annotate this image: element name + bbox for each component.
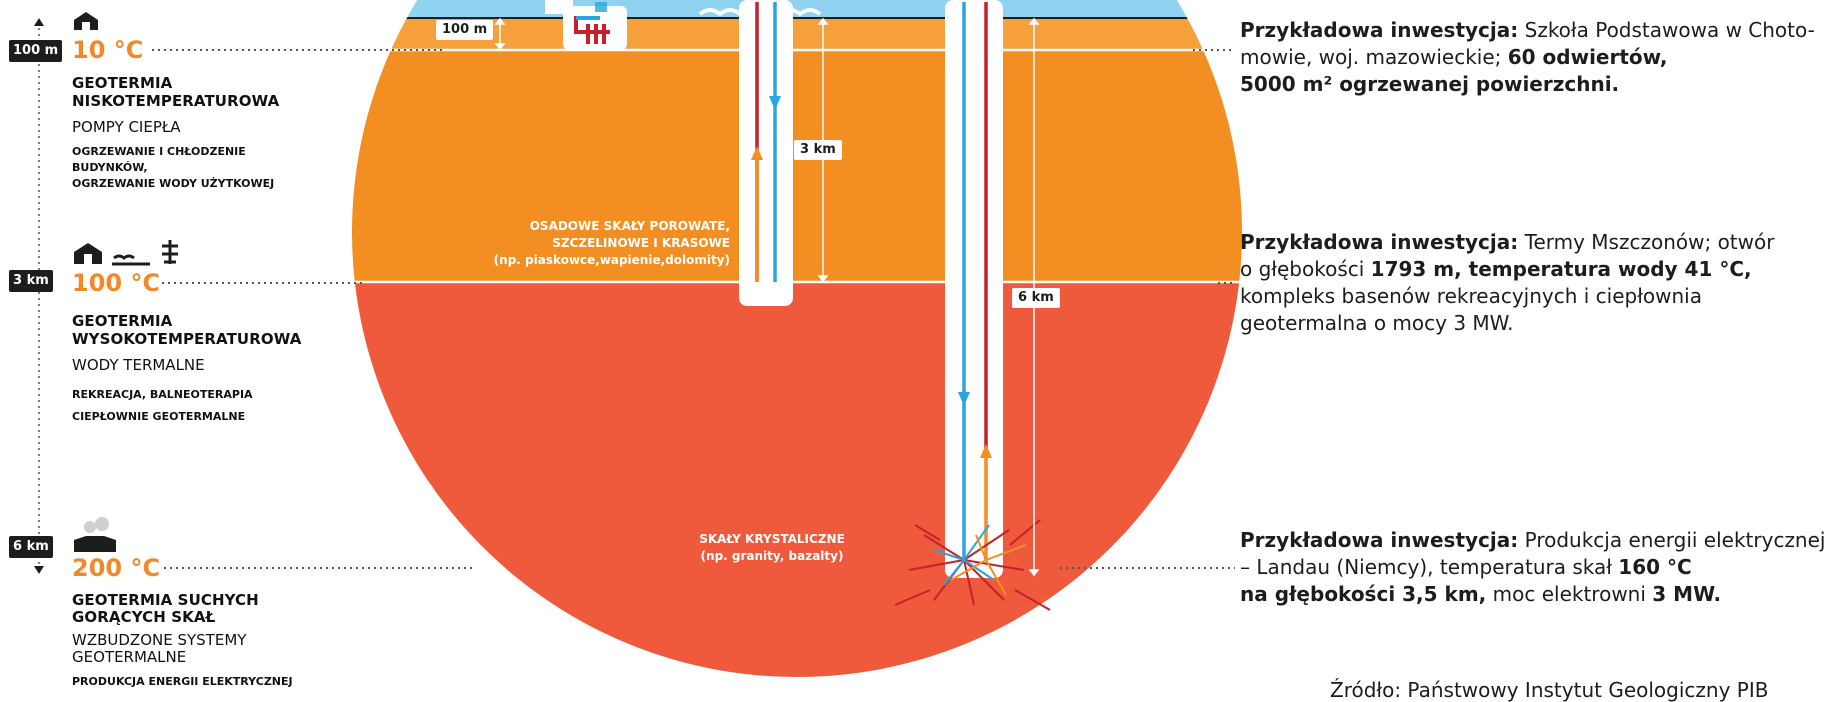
sedimentary-rock-label: OSADOWE SKAŁY POROWATE, SZCZELINOWE I KR… xyxy=(493,219,730,267)
temperature-100c: 100 °C xyxy=(72,269,161,297)
power-plant-icon xyxy=(74,536,116,552)
level-3-title-a: GEOTERMIA SUCHYCH xyxy=(72,591,259,609)
pool-spa-icon xyxy=(112,240,178,266)
dist-100m-marker xyxy=(494,17,506,51)
depth-axis-top-arrow xyxy=(34,18,44,26)
level-1-description: GEOTERMIA NISKOTEMPERATUROWA POMPY CIEPŁ… xyxy=(72,74,492,192)
level-3-application: PRODUKCJA ENERGII ELEKTRYCZNEJ xyxy=(72,675,293,688)
example-investment-2: Przykładowa inwestycja: Termy Mszczonów;… xyxy=(1240,230,1775,335)
fracture-zone xyxy=(894,519,1051,611)
depth-badge-3km: 3 km xyxy=(9,270,53,292)
distance-label-100m: 100 m xyxy=(436,20,494,40)
level-2-technology: WODY TERMALNE xyxy=(72,356,205,374)
temperature-10c: 10 °C xyxy=(72,36,144,64)
crystalline-rock-label: SKAŁY KRYSTALICZNE (np. granity, bazalty… xyxy=(699,532,845,563)
house-level-1-icon xyxy=(74,12,98,30)
depth-badge-6km: 6 km xyxy=(9,536,53,558)
level-1-title-a: GEOTERMIA xyxy=(72,74,173,92)
level-3-technology-a: WZBUDZONE SYSTEMY xyxy=(72,631,247,649)
house-level-2-icon xyxy=(74,243,102,264)
depth-badge-100m: 100 m xyxy=(9,40,63,62)
heat-pump-loop xyxy=(574,16,610,44)
source-credit: Źródło: Państwowy Instytut Geologiczny P… xyxy=(1330,678,1769,702)
level-1-application: OGRZEWANIE WODY UŻYTKOWEJ xyxy=(72,177,275,190)
level-3-title-b: GORĄCYCH SKAŁ xyxy=(72,608,216,626)
level-2-title-b: WYSOKOTEMPERATUROWA xyxy=(72,330,302,348)
sedimentary-layer xyxy=(352,50,1242,282)
level-1-technology: POMPY CIEPŁA xyxy=(72,118,181,136)
level-2-description: GEOTERMIA WYSOKOTEMPERATUROWA WODY TERMA… xyxy=(72,312,492,428)
level-2-application: REKREACJA, BALNEOTERAPIA xyxy=(72,388,253,401)
example-3-label: Przykładowa inwestycja: xyxy=(1240,528,1519,552)
level-3-description: GEOTERMIA SUCHYCH GORĄCYCH SKAŁ WZBUDZON… xyxy=(72,592,492,690)
example-investment-1: Przykładowa inwestycja: Szkoła Podstawow… xyxy=(1240,18,1815,96)
example-1-label: Przykładowa inwestycja: xyxy=(1240,18,1519,42)
level-2-title-a: GEOTERMIA xyxy=(72,312,173,330)
level-2-application: CIEPŁOWNIE GEOTERMALNE xyxy=(72,410,246,423)
level-1-application: BUDYNKÓW, xyxy=(72,161,148,174)
temperature-200c: 200 °C xyxy=(72,554,161,582)
level-3-technology-b: GEOTERMALNE xyxy=(72,648,187,666)
example-2-label: Przykładowa inwestycja: xyxy=(1240,230,1519,254)
well-6km-casing xyxy=(945,0,1003,578)
level-1-application: OGRZEWANIE I CHŁODZENIE xyxy=(72,145,246,158)
depth-axis-bottom-arrow xyxy=(34,566,44,574)
example-investment-3: Przykładowa inwestycja: Produkcja energi… xyxy=(1240,528,1826,606)
level-1-title-b: NISKOTEMPERATUROWA xyxy=(72,92,280,110)
well-3km-casing xyxy=(739,0,793,306)
distance-label-3km: 3 km xyxy=(794,140,842,160)
distance-label-6km: 6 km xyxy=(1012,288,1060,308)
